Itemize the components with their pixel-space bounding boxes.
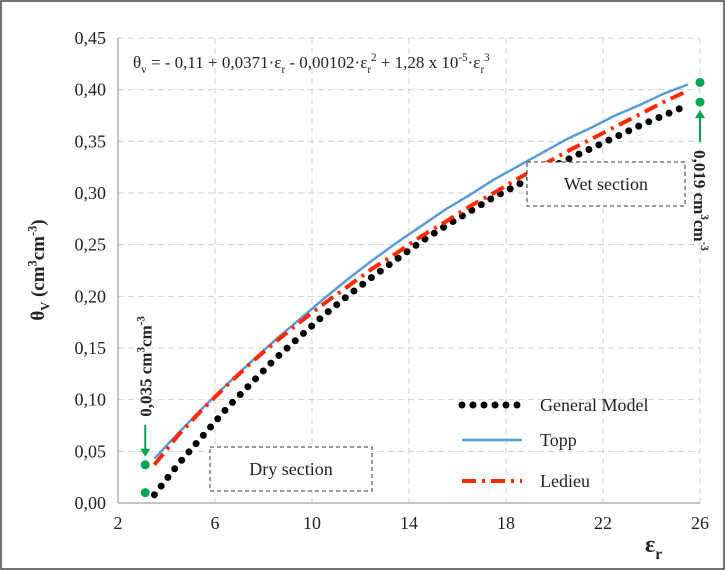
text-part: (cm (28, 266, 49, 302)
text-part: ) (28, 219, 49, 225)
text-part: 0,035 cm (136, 353, 155, 417)
text-part: v (141, 64, 147, 76)
difference-label: 0,035 cm3cm-3 (135, 316, 155, 417)
series-line (153, 83, 689, 460)
text-part: V (39, 302, 53, 311)
legend-label: Ledieu (540, 471, 590, 491)
legend-label: General Model (540, 395, 648, 415)
y-tick-label: 0,25 (75, 235, 107, 255)
text-part: r (480, 64, 484, 76)
text-part: -3 (25, 226, 39, 236)
text-part: = - 0,11 + 0,0371·ε (147, 53, 282, 72)
y-tick-label: 0,45 (75, 28, 107, 48)
text-part: 2 (371, 52, 377, 64)
text-part: θ (133, 53, 141, 72)
y-tick-label: 0,20 (75, 286, 107, 306)
text-part: 3 (484, 52, 490, 64)
text-part: θ (28, 311, 49, 321)
y-tick-label: 0,15 (75, 338, 107, 358)
x-tick-label: 26 (691, 513, 709, 533)
text-part: r (655, 546, 662, 563)
x-tick-label: 18 (497, 513, 515, 533)
equation: θv = - 0,11 + 0,0371·εr - 0,00102·εr2 + … (133, 52, 490, 76)
difference-point (695, 77, 705, 87)
arrow-head (140, 448, 151, 457)
y-tick-label: 0,30 (75, 183, 107, 203)
y-tick-label: 0,00 (75, 493, 107, 513)
annotation-box (526, 161, 686, 207)
text-part: r (281, 64, 285, 76)
x-axis-label: εr (645, 532, 662, 563)
y-axis-label: θV (cm3cm-3) (25, 219, 52, 320)
y-tick-label: 0,05 (75, 441, 107, 461)
text-part: r (367, 64, 371, 76)
x-tick-label: 22 (594, 513, 612, 533)
text-part: cm (690, 220, 709, 242)
text-part: - 0,00102·ε (285, 53, 367, 72)
x-tick-label: 6 (211, 513, 220, 533)
text-part: -3 (135, 316, 147, 326)
text-part: 3 (135, 347, 147, 353)
difference-point (140, 460, 150, 470)
x-tick-label: 2 (114, 513, 123, 533)
text-part: 3 (25, 260, 39, 266)
text-part: ·ε (468, 53, 481, 72)
difference-point (140, 488, 150, 498)
text-part: -3 (698, 242, 710, 252)
text-part: + 1,28 x 10 (377, 53, 459, 72)
text-part: -5 (458, 52, 468, 64)
text-part: 3 (698, 214, 710, 220)
text-part: cm (28, 236, 49, 260)
legend-label: Topp (540, 430, 577, 450)
annotation-box (209, 446, 373, 492)
annotation: Dry section (249, 459, 332, 479)
arrow-head (695, 110, 705, 119)
y-tick-label: 0,10 (75, 390, 107, 410)
series-line (150, 101, 692, 499)
annotation: Wet section (564, 174, 648, 194)
y-tick-label: 0,40 (75, 80, 107, 100)
text-part: 0,019 cm (690, 150, 709, 214)
x-tick-label: 10 (303, 513, 321, 533)
difference-label: 0,019 cm3cm-3 (690, 150, 710, 251)
x-tick-label: 14 (400, 513, 418, 533)
text-part: ε (645, 532, 655, 558)
difference-point (695, 97, 705, 107)
text-part: cm (136, 325, 155, 347)
series-line (152, 88, 689, 467)
y-tick-label: 0,35 (75, 131, 107, 151)
